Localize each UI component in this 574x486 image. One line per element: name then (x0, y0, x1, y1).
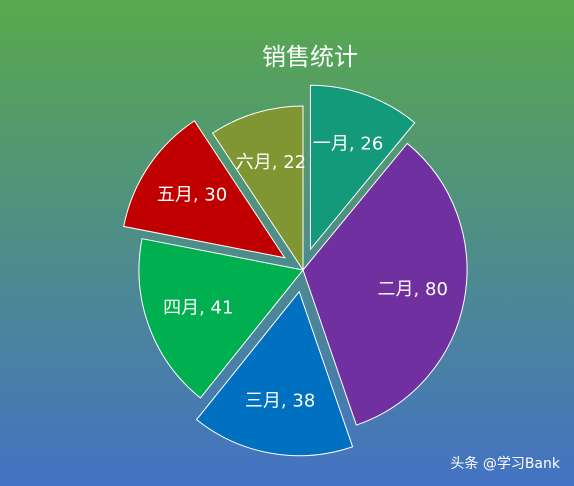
data-label: 一月, 26 (313, 133, 383, 154)
pie-slice (138, 238, 304, 399)
pie-slice (302, 142, 468, 426)
data-label: 五月, 30 (157, 185, 227, 206)
pie-slice (211, 105, 304, 272)
data-label: 二月, 80 (378, 279, 448, 300)
chart-title: 销售统计 (262, 43, 358, 71)
pie-slice (309, 84, 416, 251)
watermark: 头条 @学习Bank (450, 455, 561, 472)
data-label: 六月, 22 (236, 152, 306, 173)
data-label: 四月, 41 (163, 297, 233, 318)
data-label: 三月, 38 (245, 391, 315, 412)
pie-slice (123, 120, 286, 259)
pie-slice (195, 290, 354, 457)
